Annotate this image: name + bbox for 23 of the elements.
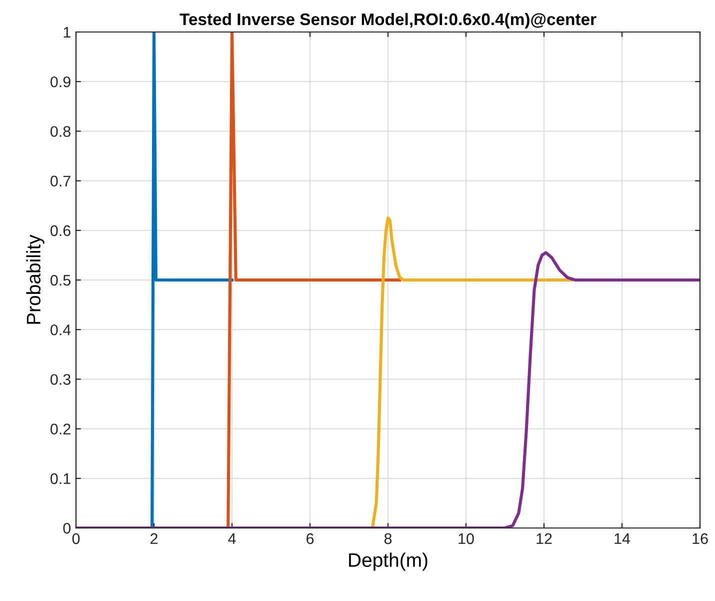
x-tick-label: 12 — [536, 533, 552, 544]
y-tick-label: 0.2 — [50, 424, 70, 434]
y-tick-label: 0 — [63, 522, 71, 534]
y-axis-title: Probability — [26, 234, 44, 324]
y-tick-label: 0.5 — [50, 274, 70, 286]
y-tick-label: 0.3 — [50, 374, 70, 385]
y-tick-label: 1 — [64, 27, 70, 38]
y-tick-label: 0.1 — [50, 473, 70, 484]
x-tick-label: 2 — [150, 533, 158, 544]
x-tick-label: 8 — [384, 533, 392, 544]
y-tick-label: 0.6 — [50, 225, 70, 236]
y-tick-label: 0.4 — [50, 324, 71, 336]
y-tick-label: 0.7 — [50, 176, 70, 186]
x-tick-label: 14 — [614, 533, 630, 544]
y-tick-label: 0.8 — [50, 126, 70, 137]
y-tick-label: 0.9 — [50, 76, 70, 88]
x-tick-label: 4 — [228, 533, 236, 544]
x-tick-label: 10 — [458, 533, 474, 544]
x-axis-title: Depth(m) — [349, 552, 428, 571]
x-tick-label: 0 — [72, 533, 80, 544]
x-tick-label: 16 — [692, 533, 708, 544]
x-tick-label: 6 — [306, 533, 314, 544]
chart-title: Tested Inverse Sensor Model,ROI:0.6x0.4(m)@center — [180, 12, 596, 29]
